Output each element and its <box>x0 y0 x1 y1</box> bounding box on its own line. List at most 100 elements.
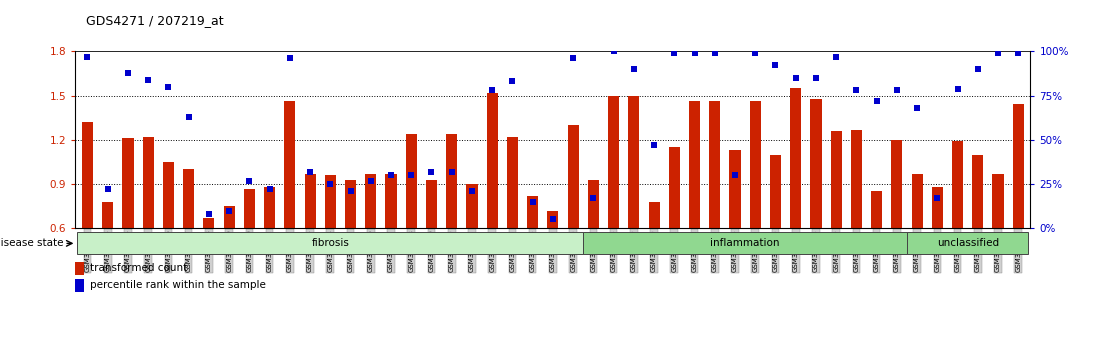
Bar <box>366 174 377 228</box>
Bar <box>993 174 1004 228</box>
Point <box>443 169 461 175</box>
Point <box>99 187 116 192</box>
Bar <box>75 262 84 275</box>
Point <box>119 70 136 75</box>
Bar <box>386 174 397 228</box>
Bar <box>447 134 458 228</box>
Bar <box>244 188 255 228</box>
Bar <box>851 130 862 228</box>
Point <box>645 142 663 148</box>
Bar <box>932 187 943 228</box>
Point <box>929 195 946 201</box>
Bar <box>224 206 235 228</box>
Point <box>463 188 481 194</box>
Point <box>828 54 845 59</box>
Bar <box>204 218 215 228</box>
Text: GDS4271 / 207219_at: GDS4271 / 207219_at <box>86 13 224 27</box>
Bar <box>891 140 902 228</box>
FancyBboxPatch shape <box>78 232 583 255</box>
FancyBboxPatch shape <box>907 232 1028 255</box>
Point <box>585 195 603 201</box>
Point <box>767 63 784 68</box>
Bar <box>831 131 842 228</box>
Point <box>301 169 319 175</box>
Point <box>888 87 905 93</box>
Point <box>625 66 643 72</box>
Point <box>281 56 299 61</box>
Point <box>524 199 542 205</box>
Bar <box>345 180 356 228</box>
Point <box>179 114 197 120</box>
Point <box>220 208 238 213</box>
Bar <box>871 192 882 228</box>
Point <box>260 187 278 192</box>
Point <box>382 172 400 178</box>
Bar <box>425 180 437 228</box>
Bar <box>608 96 619 228</box>
Point <box>140 77 157 82</box>
Point <box>544 217 562 222</box>
Bar <box>912 174 923 228</box>
Point <box>160 84 177 90</box>
Bar <box>669 147 680 228</box>
Bar <box>466 184 478 228</box>
Point <box>747 50 765 56</box>
Text: inflammation: inflammation <box>710 238 780 249</box>
Bar <box>285 102 296 228</box>
Bar <box>102 202 113 228</box>
Bar <box>143 137 154 228</box>
Bar <box>1013 104 1024 228</box>
Bar <box>547 211 558 228</box>
Text: fibrosis: fibrosis <box>311 238 349 249</box>
Bar <box>264 187 275 228</box>
Text: disease state: disease state <box>0 238 63 249</box>
Text: percentile rank within the sample: percentile rank within the sample <box>90 280 266 290</box>
Point <box>948 86 966 91</box>
Point <box>868 98 885 104</box>
Point <box>848 87 865 93</box>
Point <box>686 50 704 56</box>
Bar <box>122 138 134 228</box>
Bar <box>810 98 821 228</box>
Bar <box>952 141 963 228</box>
Bar <box>628 96 639 228</box>
Point <box>402 172 420 178</box>
Point <box>605 48 623 54</box>
Point <box>79 54 96 59</box>
Point <box>726 172 743 178</box>
Bar <box>82 122 93 228</box>
Point <box>970 66 987 72</box>
Bar <box>689 102 700 228</box>
Point <box>787 75 804 81</box>
Point <box>201 211 218 217</box>
Point <box>422 169 440 175</box>
Bar <box>527 196 538 228</box>
Bar <box>729 150 740 228</box>
FancyBboxPatch shape <box>583 232 907 255</box>
Point <box>321 181 339 187</box>
Bar <box>305 174 316 228</box>
Point <box>666 50 684 56</box>
Point <box>807 75 824 81</box>
Bar <box>406 134 417 228</box>
Bar <box>506 137 517 228</box>
Point <box>989 50 1007 56</box>
Bar <box>588 180 599 228</box>
Bar <box>770 155 781 228</box>
Point <box>503 79 521 84</box>
Point <box>240 178 258 183</box>
Point <box>909 105 926 111</box>
Point <box>483 87 501 93</box>
Bar <box>183 169 194 228</box>
Text: transformed count: transformed count <box>90 263 187 273</box>
Bar <box>75 279 84 292</box>
Bar <box>486 93 497 228</box>
Point <box>1009 50 1027 56</box>
Bar <box>790 88 801 228</box>
Bar <box>567 125 578 228</box>
Point <box>362 178 380 183</box>
Bar <box>163 162 174 228</box>
Point <box>706 50 724 56</box>
Bar <box>325 175 336 228</box>
Bar <box>648 202 659 228</box>
